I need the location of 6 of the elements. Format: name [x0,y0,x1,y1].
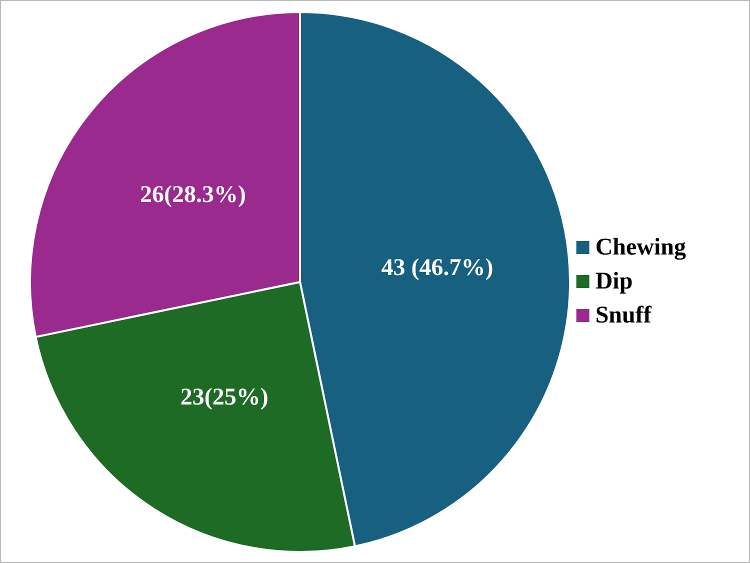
data-label: 23(25%) [180,384,268,410]
legend-label: Chewing [595,234,686,260]
legend-label: Dip [595,268,633,294]
data-label: 26(28.3%) [140,182,246,208]
legend-label: Snuff [595,302,652,328]
data-label: 43 (46.7%) [381,254,494,281]
